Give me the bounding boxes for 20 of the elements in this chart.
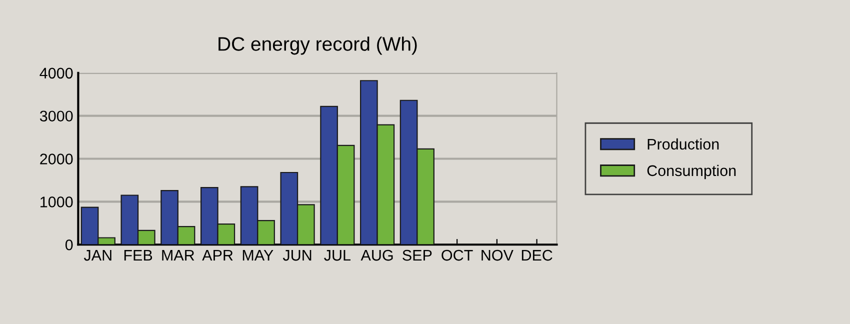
x-tick-label: JUL xyxy=(324,250,350,261)
x-tick-label: NOV xyxy=(482,250,514,261)
y-tick-label: 4000 xyxy=(40,68,73,79)
x-tick-label: APR xyxy=(202,250,233,261)
chart-title: DC energy record (Wh) xyxy=(218,36,417,55)
x-tick-label: MAR xyxy=(162,250,194,261)
x-tick-label: JUN xyxy=(282,250,312,261)
y-tick-label: 1000 xyxy=(40,196,73,208)
legend-label: Production xyxy=(648,138,719,150)
x-tick-label: FEB xyxy=(124,250,152,261)
x-tick-label: OCT xyxy=(442,250,473,261)
legend-label: Consumption xyxy=(647,164,736,180)
y-tick-label: 3000 xyxy=(40,110,73,122)
x-tick-label: MAY xyxy=(242,250,274,261)
y-tick-label: 0 xyxy=(65,239,73,250)
x-tick-label: DEC xyxy=(522,250,552,261)
x-tick-label: JAN xyxy=(84,250,112,261)
x-tick-label: SEP xyxy=(402,250,432,261)
y-tick-label: 2000 xyxy=(40,154,73,164)
x-tick-label: AUG xyxy=(360,250,393,261)
